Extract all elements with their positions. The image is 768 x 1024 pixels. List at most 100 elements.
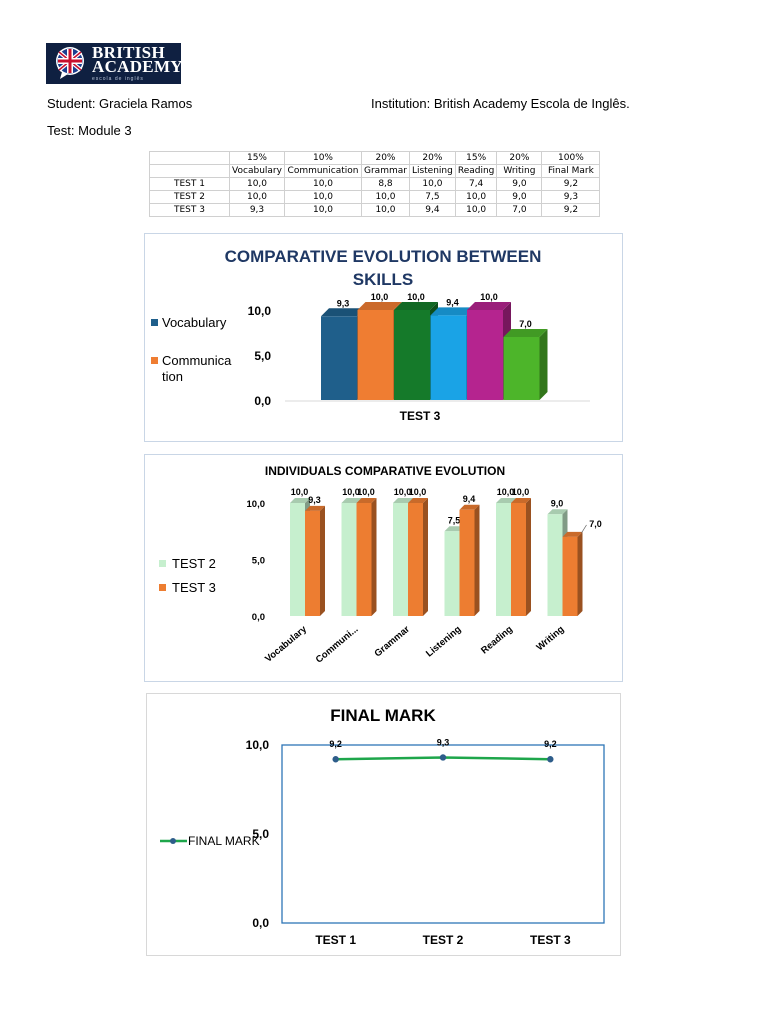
bar-top — [459, 504, 480, 510]
data-label: 10,0 — [407, 292, 425, 302]
legend-swatch — [159, 584, 166, 591]
x-category-label: Communi... — [314, 624, 361, 666]
data-label: 9,2 — [329, 739, 342, 749]
table-cell: 8,8 — [361, 177, 410, 191]
data-label: 9,3 — [337, 298, 350, 308]
bar-side — [371, 498, 377, 616]
table-cell: 10,0 — [284, 190, 362, 204]
table-row: TEST 1 10,0 10,0 8,8 10,0 7,4 9,0 9,2 — [149, 177, 601, 191]
bar-front — [393, 503, 408, 616]
bar-front — [321, 316, 357, 400]
bar-front — [547, 514, 563, 616]
bar-test-3 — [562, 531, 583, 616]
plot-area-border — [281, 744, 605, 924]
table-cell: Vocabulary — [229, 164, 285, 178]
bar-top — [356, 498, 377, 503]
bar-side — [577, 531, 583, 616]
x-category-label: Vocabulary — [263, 623, 309, 664]
table-row: TEST 2 10,0 10,0 10,0 7,5 10,0 9,0 9,3 — [149, 190, 601, 204]
bar-top — [496, 498, 516, 503]
legend-label: Communica — [162, 353, 232, 368]
table-cell: 10,0 — [454, 203, 498, 217]
bar-top — [467, 302, 511, 310]
logo-wordmark: BRITISH ACADEMY — [92, 44, 183, 76]
data-label: 7,0 — [519, 319, 532, 329]
bar-6 — [503, 329, 548, 400]
table-cell: Final Mark — [541, 164, 601, 178]
table-cell: 7,4 — [454, 177, 498, 191]
y-tick-label: 5,0 — [252, 556, 265, 567]
individuals-chart-panel: INDIVIDUALS COMPARATIVE EVOLUTION 0,0 5,0 1… — [144, 454, 623, 682]
bar-front — [467, 310, 503, 400]
bar-front — [444, 531, 460, 616]
bar-test-3 — [356, 498, 377, 616]
y-tick-label: 10,0 — [247, 499, 266, 510]
logo-line-2: ACADEMY — [92, 57, 183, 76]
y-tick-label: 0,0 — [252, 916, 269, 930]
legend-swatch — [151, 357, 158, 364]
table-cell: 7,0 — [496, 203, 543, 217]
legend-marker — [170, 838, 176, 844]
data-label: 10,0 — [394, 487, 412, 497]
chart-title: FINAL MARK — [330, 706, 436, 725]
data-label: 10,0 — [342, 487, 360, 497]
data-label: 9,3 — [437, 737, 450, 747]
table-cell: Listening — [408, 164, 456, 178]
y-tick-label: 10,0 — [248, 304, 272, 318]
table-cell: 10,0 — [408, 177, 456, 191]
table-cell: Writing — [496, 164, 543, 178]
data-label: 9,4 — [463, 494, 476, 504]
bar-top — [393, 498, 413, 503]
x-category-label: TEST 3 — [530, 933, 571, 947]
bar-front — [503, 337, 540, 400]
bar-test-3 — [305, 505, 325, 616]
bar-front — [394, 310, 430, 400]
table-cell: TEST 1 — [149, 177, 230, 191]
table-cell: TEST 3 — [149, 203, 230, 217]
bar-front — [408, 503, 423, 616]
student-name: Student: Graciela Ramos — [47, 96, 193, 111]
table-cell: 10% — [284, 151, 362, 165]
bar-front — [430, 315, 467, 400]
data-label: 9,0 — [551, 498, 564, 508]
table-cell: TEST 2 — [149, 190, 230, 204]
data-label: 10,0 — [409, 487, 427, 497]
table-cell: 10,0 — [229, 190, 285, 204]
legend-label: TEST 2 — [172, 556, 216, 571]
bar-top — [321, 308, 365, 317]
data-label: 10,0 — [371, 292, 389, 302]
grades-table: 15% 10% 20% 20% 15% 20% 100% Vocabulary Communic… — [149, 151, 601, 217]
data-label: 7,5 — [448, 515, 461, 525]
table-cell: 7,5 — [408, 190, 456, 204]
legend-swatch — [159, 560, 166, 567]
table-cell: 9,2 — [541, 203, 601, 217]
data-point — [439, 754, 447, 761]
table-cell: 10,0 — [284, 177, 362, 191]
legend-label: tion — [162, 369, 183, 384]
chart-title-line-2: SKILLS — [353, 270, 413, 289]
legend-label: Vocabulary — [162, 315, 227, 330]
x-category-label: TEST 3 — [400, 409, 441, 423]
y-tick-label: 0,0 — [252, 612, 265, 623]
table-cell: 9,0 — [496, 177, 543, 191]
data-label: 9,4 — [446, 297, 459, 307]
table-cell: 20% — [408, 151, 456, 165]
table-cell: 20% — [496, 151, 543, 165]
chart-title-line-1: COMPARATIVE EVOLUTION BETWEEN — [225, 247, 542, 266]
bar-front — [357, 310, 394, 400]
bar-top — [305, 505, 325, 511]
table-cell: 100% — [541, 151, 601, 165]
y-tick-label: 5,0 — [254, 349, 271, 363]
bar-top — [511, 498, 531, 503]
logo-tagline: escola de inglês — [92, 76, 144, 82]
bar-side — [539, 329, 548, 400]
y-tick-label: 10,0 — [246, 738, 270, 752]
bar-top — [357, 302, 402, 310]
table-cell: 10,0 — [361, 203, 410, 217]
individuals-bar-chart: INDIVIDUALS COMPARATIVE EVOLUTION 0,0 5,0 1… — [159, 464, 602, 666]
table-cell — [149, 151, 230, 165]
bar-top — [430, 307, 475, 316]
x-category-label: Grammar — [372, 624, 412, 660]
header-row: Vocabulary Communication Grammar Listening R… — [149, 164, 601, 178]
table-cell: Communication — [284, 164, 362, 178]
